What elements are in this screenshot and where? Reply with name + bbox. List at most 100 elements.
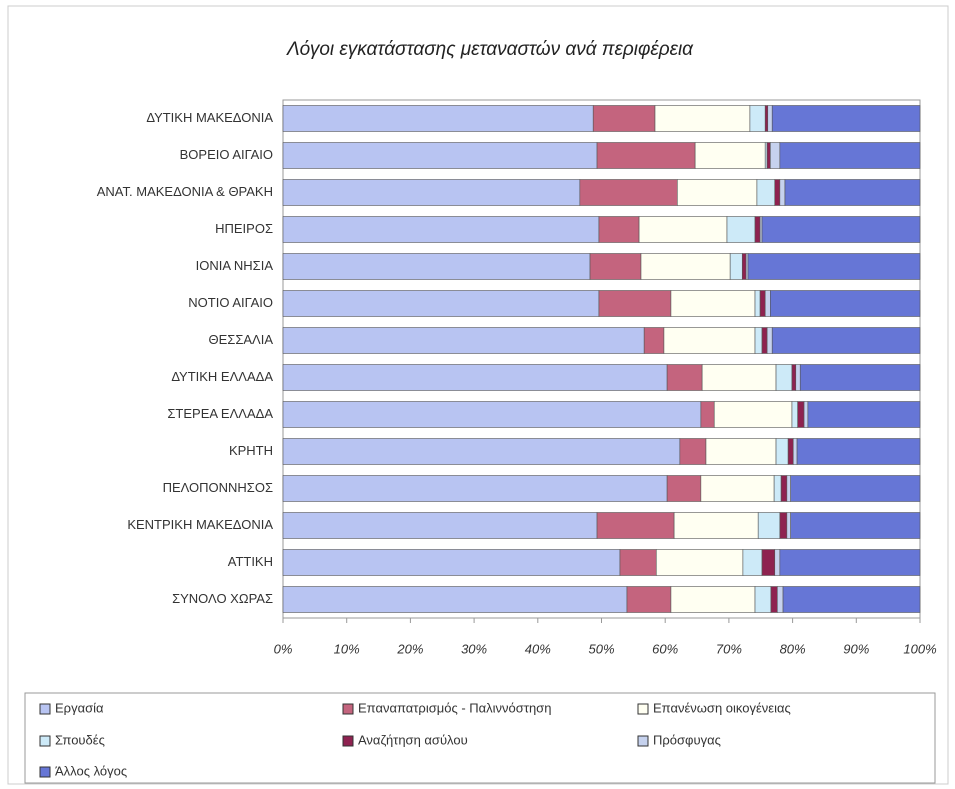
y-tick-label: ΙΟΝΙΑ ΝΗΣΙΑ bbox=[196, 258, 274, 273]
y-tick-label: ΠΕΛΟΠΟΝΝΗΣΟΣ bbox=[163, 480, 273, 495]
bar-segment bbox=[764, 290, 771, 317]
bar-segment bbox=[282, 142, 598, 169]
bar-segment bbox=[749, 105, 766, 132]
x-tick-label: 50% bbox=[588, 641, 614, 656]
bar-segment bbox=[779, 142, 921, 169]
bar-segment bbox=[677, 179, 758, 206]
bar-segment bbox=[282, 253, 591, 280]
x-tick-label: 10% bbox=[334, 641, 360, 656]
bar-segment bbox=[797, 401, 805, 428]
x-tick-label: 80% bbox=[780, 641, 806, 656]
bar-segment bbox=[771, 105, 921, 132]
legend-label: Εργασία bbox=[55, 700, 104, 715]
bar-segment bbox=[754, 586, 772, 613]
bar-segment bbox=[759, 290, 766, 317]
bar-segment bbox=[282, 216, 600, 243]
y-tick-label: ΝΟΤΙΟ ΑΙΓΑΙΟ bbox=[188, 295, 273, 310]
bar-segment bbox=[779, 179, 786, 206]
bar-segment bbox=[673, 512, 759, 539]
bar-segment bbox=[596, 512, 675, 539]
bar-segment bbox=[773, 475, 782, 502]
bar-segment bbox=[761, 216, 921, 243]
bar-segment bbox=[779, 549, 921, 576]
bar-segment bbox=[786, 475, 791, 502]
y-tick-label: ΚΕΝΤΡΙΚΗ ΜΑΚΕΔΟΝΙΑ bbox=[127, 517, 273, 532]
x-tick-label: 0% bbox=[274, 641, 293, 656]
legend-label: Πρόσφυγας bbox=[653, 732, 721, 747]
chart-title: Λόγοι εγκατάστασης μεταναστών ανά περιφέ… bbox=[286, 39, 694, 60]
bar-segment bbox=[282, 327, 645, 354]
x-tick-label: 20% bbox=[396, 641, 423, 656]
bar-segment bbox=[790, 475, 921, 502]
legend-swatch bbox=[342, 735, 354, 747]
bar-segment bbox=[589, 253, 642, 280]
bar-segment bbox=[282, 290, 600, 317]
bar-segment bbox=[761, 327, 768, 354]
bar-segment bbox=[747, 253, 921, 280]
bar-segment bbox=[282, 438, 681, 465]
y-tick-label: ΔΥΤΙΚΗ ΜΑΚΕΔΟΝΙΑ bbox=[146, 110, 273, 125]
bar-segment bbox=[282, 364, 668, 391]
bar-segment bbox=[282, 179, 581, 206]
bar-segment bbox=[640, 253, 731, 280]
y-tick-label: ΑΝΑΤ. ΜΑΚΕΔΟΝΙΑ & ΘΡΑΚΗ bbox=[97, 184, 273, 199]
bar-segment bbox=[700, 401, 715, 428]
bar-segment bbox=[754, 290, 761, 317]
bar-segment bbox=[579, 179, 678, 206]
bar-segment bbox=[761, 549, 776, 576]
bar-segment bbox=[729, 253, 743, 280]
bar-segment bbox=[742, 549, 763, 576]
bar-segment bbox=[774, 179, 781, 206]
bar-segment bbox=[626, 586, 672, 613]
bar-segment bbox=[766, 327, 773, 354]
legend-swatch bbox=[637, 735, 649, 747]
legend-swatch bbox=[342, 703, 354, 715]
x-tick-label: 100% bbox=[903, 641, 936, 656]
bar-segment bbox=[799, 364, 921, 391]
bar-segment bbox=[796, 438, 921, 465]
x-tick-label: 40% bbox=[525, 641, 551, 656]
y-tick-label: ΣΥΝΟΛΟ ΧΩΡΑΣ bbox=[172, 591, 273, 606]
bar-segment bbox=[654, 105, 751, 132]
legend-swatch bbox=[637, 703, 649, 715]
bar-segment bbox=[726, 216, 756, 243]
bar-segment bbox=[619, 549, 657, 576]
y-tick-label: ΑΤΤΙΚΗ bbox=[228, 554, 273, 569]
legend-label: Επανένωση οικογένειας bbox=[653, 700, 791, 715]
bar-segment bbox=[754, 327, 763, 354]
bar-segment bbox=[779, 512, 788, 539]
legend-swatch bbox=[39, 766, 51, 778]
legend-label: Άλλος λόγος bbox=[55, 763, 127, 778]
bar-segment bbox=[754, 216, 761, 243]
bar-segment bbox=[807, 401, 921, 428]
x-tick-label: 70% bbox=[716, 641, 742, 656]
y-tick-label: ΒΟΡΕΙΟ ΑΙΓΑΙΟ bbox=[180, 147, 273, 162]
bar-segment bbox=[770, 586, 778, 613]
bar-segment bbox=[592, 105, 656, 132]
bar-segment bbox=[670, 290, 756, 317]
bar-segment bbox=[596, 142, 696, 169]
bar-segment bbox=[784, 179, 921, 206]
bar-segment bbox=[282, 512, 598, 539]
legend bbox=[24, 692, 936, 784]
x-tick-label: 60% bbox=[652, 641, 678, 656]
bar-segment bbox=[756, 179, 776, 206]
bar-segment bbox=[770, 290, 921, 317]
bar-segment bbox=[757, 512, 781, 539]
bar-segment bbox=[655, 549, 744, 576]
y-tick-label: ΗΠΕΙΡΟΣ bbox=[215, 221, 273, 236]
bar-segment bbox=[787, 438, 794, 465]
legend-swatch bbox=[39, 735, 51, 747]
y-tick-label: ΣΤΕΡΕΑ ΕΛΛΑΔΑ bbox=[167, 406, 273, 421]
bar-segment bbox=[282, 475, 668, 502]
bar-segment bbox=[741, 253, 747, 280]
bar-segment bbox=[803, 401, 809, 428]
bar-segment bbox=[663, 327, 756, 354]
bar-segment bbox=[700, 475, 775, 502]
x-tick-label: 90% bbox=[843, 641, 869, 656]
bar-segment bbox=[782, 586, 921, 613]
bar-segment bbox=[792, 438, 798, 465]
bar-segment bbox=[713, 401, 793, 428]
bar-segment bbox=[786, 512, 791, 539]
